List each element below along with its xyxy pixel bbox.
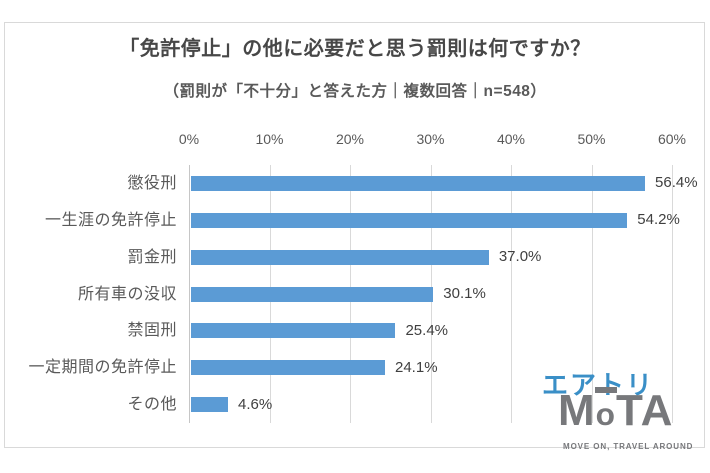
bar: [191, 249, 489, 265]
value-label: 37.0%: [498, 248, 542, 266]
x-axis-tick-label: 10%: [255, 131, 284, 147]
category-label: 禁固刑: [127, 322, 177, 340]
value-label: 24.1%: [395, 358, 438, 376]
x-axis-tick-label: 20%: [335, 131, 365, 147]
category-label: 所有車の没収: [77, 285, 177, 303]
category-axis-line: [189, 165, 190, 423]
bar: [191, 360, 385, 376]
brand-tagline: MOVE ON, TRAVEL AROUND: [563, 442, 694, 451]
x-axis-tick-label: 30%: [416, 131, 445, 147]
gridline: [591, 165, 593, 423]
value-label: 56.4%: [655, 174, 698, 192]
x-axis-tick-label: 60%: [657, 131, 687, 147]
category-label: 罰金刑: [127, 248, 177, 266]
gridline: [511, 165, 512, 423]
chart-title: 「免許停止」の他に必要だと思う罰則は何ですか？: [119, 38, 591, 60]
bar: [191, 323, 396, 339]
brand-mota-text: MoTA: [558, 386, 674, 435]
mota-o-glyph: o: [594, 387, 618, 432]
category-label: その他: [127, 396, 177, 414]
chart-card: [4, 22, 705, 448]
category-label: 懲役刑: [127, 174, 177, 192]
gridline: [672, 165, 673, 423]
x-axis-tick-label: 0%: [178, 131, 200, 147]
value-label: 25.4%: [405, 321, 449, 339]
bar: [191, 286, 434, 302]
brand-airtrip-text: エアトリ: [542, 370, 655, 400]
value-label: 30.1%: [443, 285, 486, 302]
category-label: 一定期間の免許停止: [28, 359, 177, 377]
x-axis-tick-label: 50%: [577, 131, 606, 147]
x-axis-tick-label: 40%: [496, 131, 526, 147]
category-label: 一生涯の免許停止: [44, 211, 177, 229]
bar: [191, 175, 646, 191]
bar: [191, 212, 628, 228]
value-label: 54.2%: [637, 211, 680, 229]
chart-subtitle: （罰則が「不十分」と答えた方｜複数回答｜n=548）: [163, 83, 547, 100]
bar: [191, 397, 229, 413]
value-label: 4.6%: [238, 395, 273, 413]
